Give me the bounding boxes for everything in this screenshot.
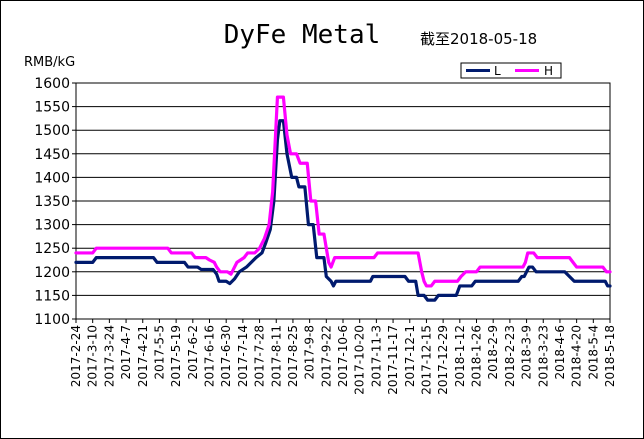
x-tick-label: 2017-7-14 <box>236 325 250 387</box>
x-tick-label: 2017-12-15 <box>419 325 433 395</box>
x-tick-label: 2017-2-24 <box>69 325 83 387</box>
x-tick-label: 2017-4-7 <box>119 325 133 379</box>
x-tick-label: 2017-8-25 <box>286 325 300 387</box>
x-tick-label: 2017-11-3 <box>369 325 383 387</box>
x-tick-label: 2017-5-5 <box>152 325 166 379</box>
x-tick-label: 2017-6-2 <box>186 325 200 379</box>
chart-subtitle: 截至2018-05-18 <box>420 30 537 48</box>
y-tick-label: 1550 <box>34 100 70 116</box>
y-ticks: 1100 1150 1200 1250 1300 1350 1400 1450 1500 1550… <box>34 76 76 328</box>
y-tick-label: 1300 <box>34 218 70 234</box>
x-ticks: 2017-2-24 2017-3-10 2017-3-24 2017-4-7 2017-… <box>69 319 617 395</box>
y-tick-label: 1450 <box>34 147 70 163</box>
chart-title: DyFe Metal <box>224 20 381 50</box>
y-tick-label: 1250 <box>34 241 70 257</box>
x-tick-label: 2018-5-4 <box>586 325 600 379</box>
x-tick-label: 2017-9-22 <box>319 325 333 387</box>
x-tick-label: 2018-4-6 <box>553 325 567 379</box>
series-line-h <box>74 95 612 288</box>
legend-label-l: L <box>494 64 501 78</box>
y-axis-label: RMB/kG <box>24 55 75 70</box>
x-tick-label: 2017-8-11 <box>269 325 283 387</box>
x-tick-label: 2018-3-23 <box>536 325 550 387</box>
x-tick-label: 2017-10-20 <box>353 325 367 395</box>
y-tick-label: 1500 <box>34 123 70 139</box>
y-tick-label: 1350 <box>34 194 70 210</box>
x-tick-label: 2018-3-9 <box>520 325 534 379</box>
y-tick-label: 1400 <box>34 170 70 186</box>
x-tick-label: 2017-12-29 <box>436 325 450 395</box>
legend-box <box>460 62 562 79</box>
x-tick-label: 2018-2-23 <box>503 325 517 387</box>
x-tick-label: 2017-5-19 <box>169 325 183 387</box>
x-tick-label: 2017-3-10 <box>86 325 100 387</box>
x-tick-label: 2018-5-18 <box>603 325 617 387</box>
x-tick-label: 2017-6-16 <box>203 325 217 387</box>
x-tick-label: 2018-1-26 <box>470 325 484 387</box>
x-tick-label: 2017-9-8 <box>303 325 317 379</box>
x-tick-label: 2018-1-12 <box>453 325 467 387</box>
x-tick-label: 2017-7-28 <box>253 325 267 387</box>
y-tick-label: 1100 <box>34 312 70 328</box>
series-line-l <box>74 119 612 302</box>
x-tick-label: 2017-10-6 <box>336 325 350 387</box>
y-tick-label: 1200 <box>34 265 70 281</box>
grid-lines <box>76 106 610 296</box>
y-tick-label: 1150 <box>34 288 70 304</box>
x-tick-label: 2017-6-30 <box>219 325 233 387</box>
series-group <box>74 95 612 302</box>
y-tick-label: 1600 <box>34 76 70 92</box>
x-tick-label: 2018-2-9 <box>486 325 500 379</box>
legend: L H <box>460 62 562 79</box>
x-tick-label: 2017-3-24 <box>102 325 116 387</box>
x-tick-label: 2017-11-17 <box>386 325 400 395</box>
legend-label-h: H <box>544 64 553 78</box>
x-tick-label: 2017-4-21 <box>136 325 150 387</box>
x-tick-label: 2017-12-1 <box>403 325 417 387</box>
x-tick-label: 2018-4-20 <box>570 325 584 387</box>
